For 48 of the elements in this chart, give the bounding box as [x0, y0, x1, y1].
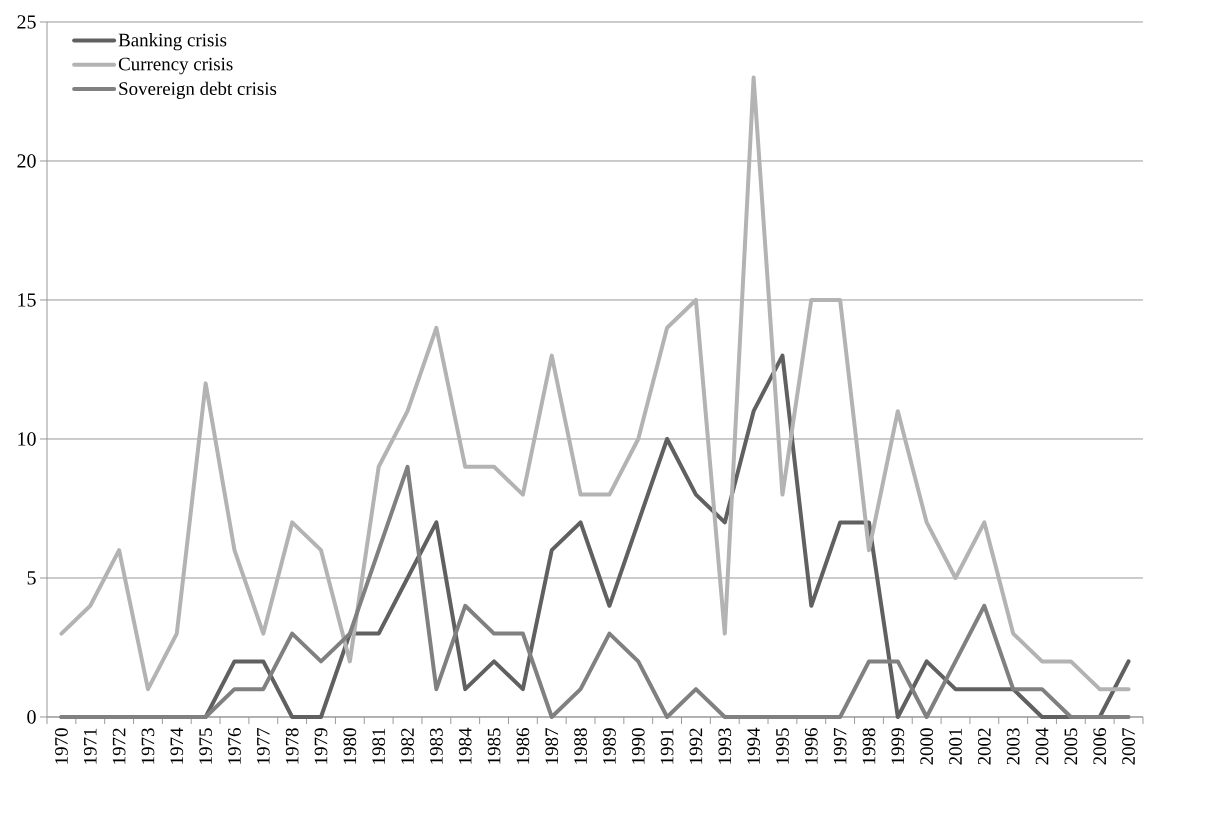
x-tick-label: 1970 — [55, 728, 68, 764]
x-tick-label: 1993 — [718, 728, 732, 764]
x-tick-label: 1997 — [833, 728, 847, 764]
x-tick-label: 1995 — [776, 728, 789, 764]
x-tick-label: 1985 — [487, 728, 501, 764]
x-tick-label: 1986 — [516, 728, 530, 764]
x-tick-label: 2005 — [1064, 728, 1078, 765]
x-tick-label: 2004 — [1035, 727, 1049, 765]
x-tick-label: 1972 — [112, 728, 126, 764]
y-tick-label: 5 — [27, 571, 36, 585]
x-tick-label: 1987 — [545, 728, 559, 764]
y-tick-label: 25 — [17, 15, 36, 29]
x-tick-label: 1999 — [891, 728, 905, 764]
x-tick-label: 1994 — [747, 727, 760, 764]
legend-label: Currency crisis — [118, 57, 233, 75]
y-tick-label: 0 — [27, 710, 36, 724]
x-tick-label: 1988 — [574, 728, 587, 764]
x-tick-label: 1990 — [631, 728, 645, 764]
legend-label: Banking crisis — [118, 33, 227, 51]
x-tick-label: 1989 — [603, 728, 616, 764]
x-tick-label: 1980 — [343, 728, 357, 764]
x-tick-label: 2001 — [949, 728, 962, 765]
x-tick-label: 1973 — [141, 728, 155, 764]
x-tick-label: 2002 — [977, 728, 991, 765]
x-tick-label: 1981 — [372, 728, 386, 764]
x-tick-label: 1971 — [83, 728, 97, 764]
legend-label: Sovereign debt crisis — [119, 81, 277, 99]
x-tick-label: 1977 — [256, 728, 270, 764]
x-tick-label: 2006 — [1093, 728, 1107, 765]
x-tick-label: 1979 — [314, 728, 328, 764]
x-tick-label: 1978 — [285, 728, 299, 764]
y-tick-label: 15 — [18, 293, 36, 307]
x-tick-label: 1975 — [199, 728, 212, 764]
x-tick-label: 1992 — [689, 728, 703, 764]
x-tick-label: 1983 — [429, 728, 443, 764]
x-tick-label: 1984 — [458, 727, 472, 764]
x-tick-label: 2007 — [1122, 728, 1135, 765]
x-tick-label: 1991 — [660, 728, 674, 764]
x-tick-label: 1974 — [170, 727, 184, 764]
line-series — [59, 75, 1131, 692]
x-tick-label: 1976 — [228, 728, 241, 764]
x-tick-label: 2003 — [1006, 728, 1020, 765]
y-tick-label: 20 — [17, 154, 36, 168]
x-tick-label: 2000 — [920, 728, 934, 765]
x-tick-label: 1982 — [401, 728, 414, 764]
x-tick-label: 1998 — [862, 728, 876, 764]
y-tick-label: 10 — [18, 432, 36, 446]
x-tick-label: 1996 — [804, 728, 818, 764]
